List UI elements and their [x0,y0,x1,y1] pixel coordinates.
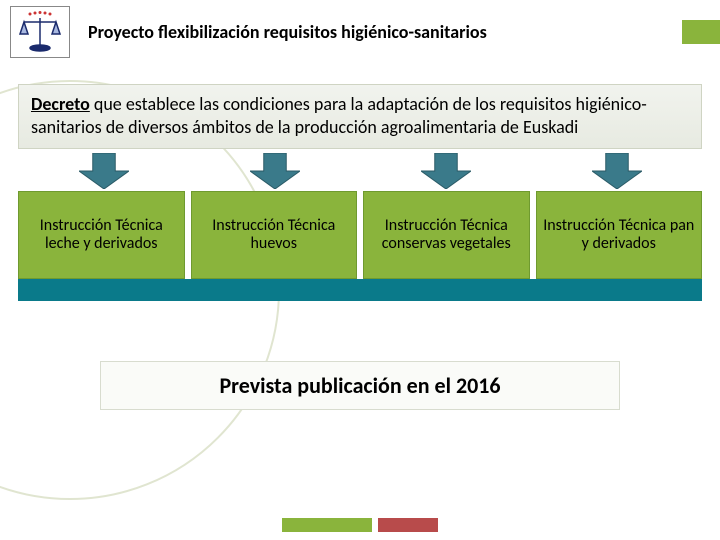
page-title: Proyecto flexibilización requisitos higi… [70,21,487,43]
header: Proyecto flexibilización requisitos higi… [0,0,720,64]
card-label: Instrucción Técnica leche y derivados [25,217,178,254]
accent-green [282,518,372,532]
footer-panel: Prevista publicación en el 2016 [100,361,620,410]
card-pan: Instrucción Técnica pan y derivados [536,191,703,279]
card-label: Instrucción Técnica huevos [198,217,351,254]
teal-underline [18,279,702,301]
balance-scale-icon [10,6,70,58]
card-label: Instrucción Técnica conservas vegetales [370,217,523,254]
card-conservas: Instrucción Técnica conservas vegetales [363,191,530,279]
decreto-panel: Decreto que establece las condiciones pa… [18,84,702,149]
card-row: Instrucción Técnica leche y derivados In… [18,191,702,279]
arrow-row [18,153,702,189]
card-huevos: Instrucción Técnica huevos [191,191,358,279]
decreto-text: que establece las condiciones para la ad… [31,93,647,138]
arrow-down-icon [421,153,471,189]
bottom-accents [0,518,720,532]
card-leche: Instrucción Técnica leche y derivados [18,191,185,279]
header-accent [682,20,720,44]
decreto-lead: Decreto [31,93,90,115]
arrow-down-icon [79,153,129,189]
arrow-down-icon [250,153,300,189]
footer-text: Prevista publicación en el 2016 [219,372,500,399]
card-label: Instrucción Técnica pan y derivados [543,217,696,254]
accent-red [378,518,438,532]
arrow-down-icon [592,153,642,189]
